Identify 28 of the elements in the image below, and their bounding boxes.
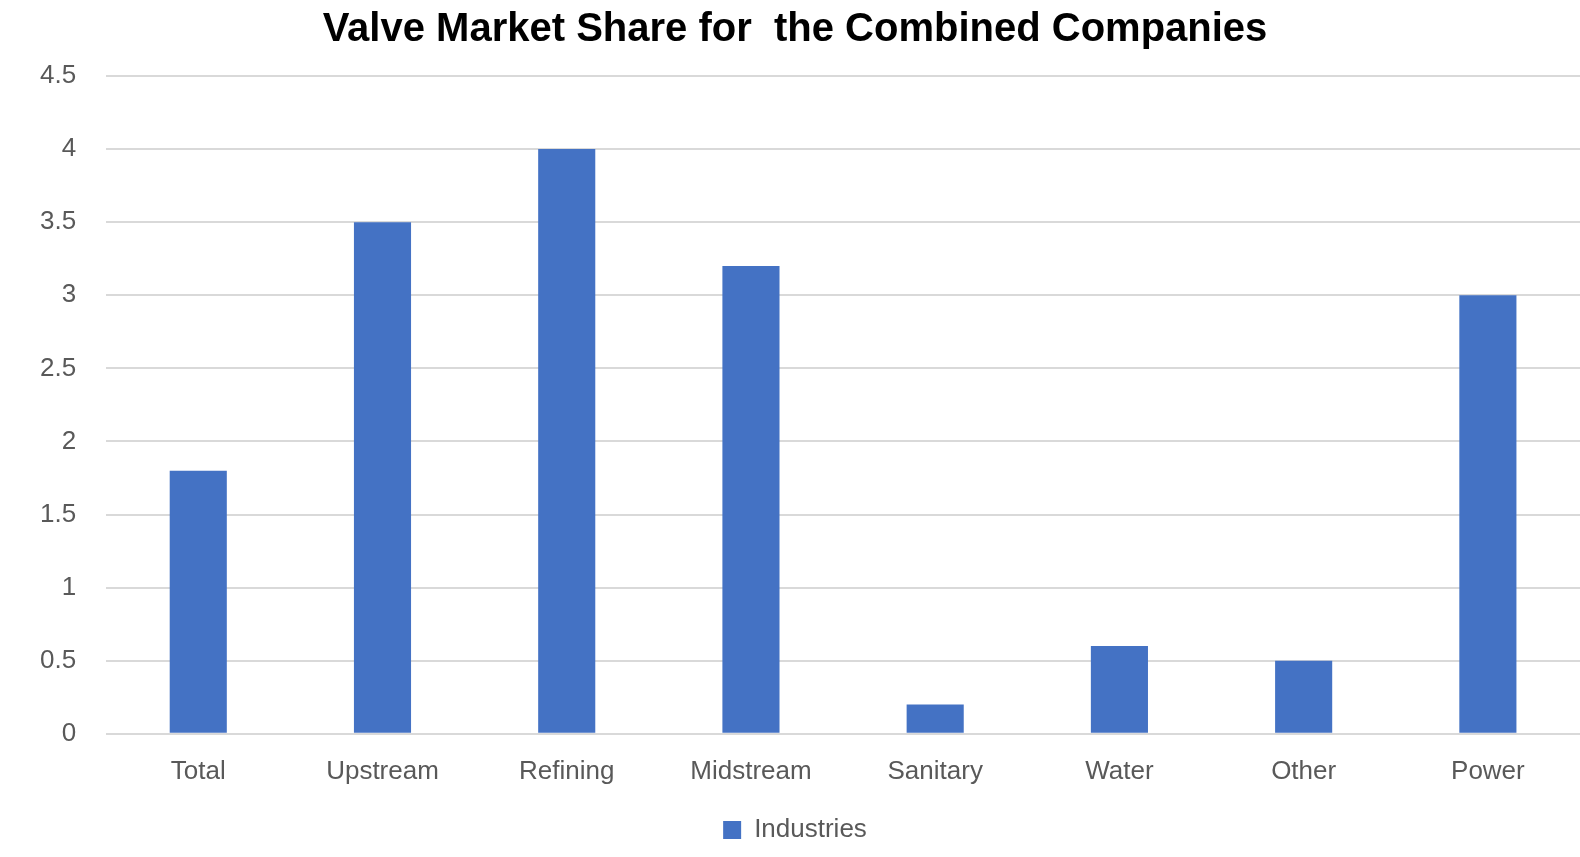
x-tick-label: Water <box>1085 754 1154 785</box>
y-tick-label: 0 <box>61 716 77 747</box>
x-tick-label: Total <box>170 754 226 785</box>
y-tick-label: 3.5 <box>39 205 77 236</box>
y-tick-label: 3 <box>61 278 77 309</box>
bar <box>353 222 412 733</box>
x-tick-label: Upstream <box>326 754 439 785</box>
y-tick-label: 4.5 <box>39 59 77 90</box>
y-tick-label: 0.5 <box>39 643 77 674</box>
bar <box>722 266 780 733</box>
bar <box>538 149 596 733</box>
bar <box>1090 646 1148 733</box>
y-tick-label: 1.5 <box>39 497 77 528</box>
y-tick-label: 2 <box>61 424 77 455</box>
x-tick-label: Other <box>1271 754 1337 785</box>
legend-label: Industries <box>754 813 867 844</box>
bar <box>169 470 227 733</box>
x-tick-label: Refining <box>519 754 615 785</box>
y-tick-label: 4 <box>61 132 77 163</box>
y-tick-label: 1 <box>61 570 77 601</box>
x-tick-label: Midstream <box>690 754 812 785</box>
x-tick-label: Power <box>1451 754 1526 785</box>
y-tick-label: 2.5 <box>39 351 77 382</box>
x-tick-label: Sanitary <box>887 754 983 785</box>
bar <box>906 704 964 733</box>
bar <box>1459 295 1517 733</box>
chart-title: Valve Market Share for the Combined Companies <box>322 5 1268 50</box>
bar <box>1275 660 1333 733</box>
